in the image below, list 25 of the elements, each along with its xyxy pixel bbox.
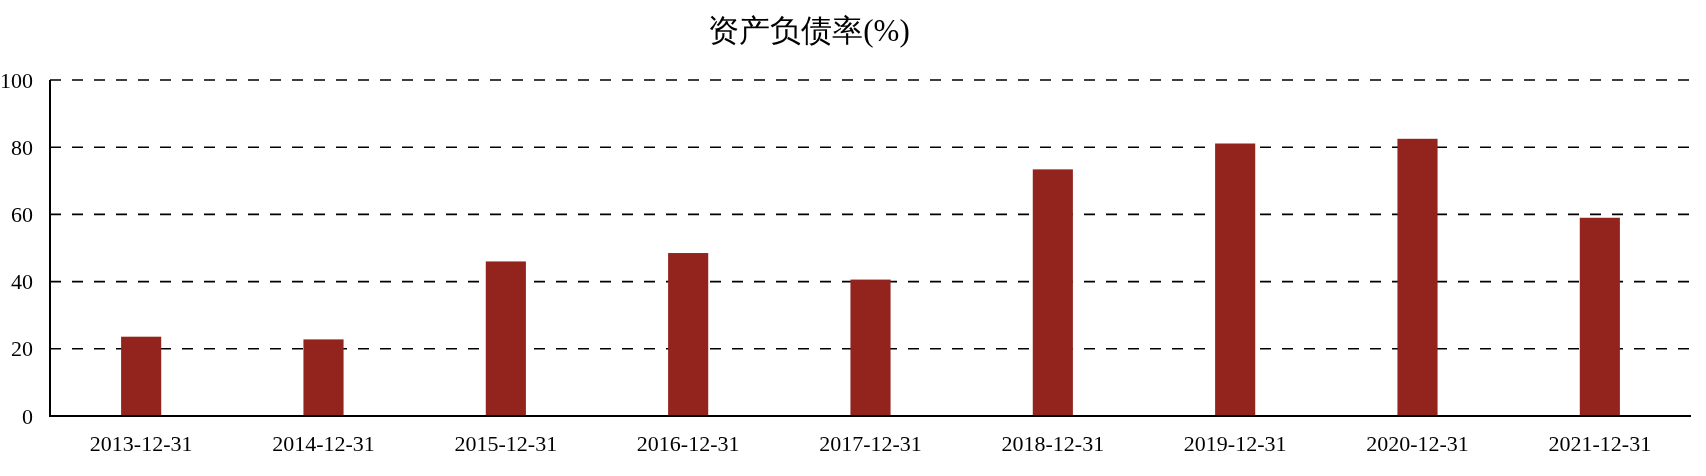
x-tick-label: 2019-12-31 (1183, 430, 1287, 456)
x-tick-label: 2020-12-31 (1366, 430, 1469, 456)
y-tick-label: 60 (11, 201, 33, 227)
x-tick-label: 2018-12-31 (1001, 430, 1105, 456)
bar (668, 253, 709, 416)
y-tick-label: 80 (11, 134, 33, 160)
y-tick-label: 40 (11, 269, 33, 295)
x-tick-label: 2021-12-31 (1548, 430, 1652, 456)
x-tick-label: 2016-12-31 (636, 430, 740, 456)
y-tick-label: 20 (11, 336, 33, 362)
bar (121, 336, 162, 416)
y-tick-label: 0 (22, 403, 33, 429)
bar (1397, 138, 1438, 416)
x-tick-label: 2014-12-31 (272, 430, 375, 456)
chart-title: 资产负债率(%) (708, 12, 910, 48)
x-tick-label: 2017-12-31 (819, 430, 922, 456)
bar (1032, 169, 1073, 416)
y-tick-label: 100 (0, 67, 33, 93)
bar (850, 279, 891, 416)
bar (1215, 143, 1256, 416)
bar (1579, 217, 1620, 416)
x-tick-label: 2015-12-31 (454, 430, 558, 456)
bar (485, 261, 526, 416)
x-tick-label: 2013-12-31 (89, 430, 193, 456)
bar (303, 339, 344, 416)
